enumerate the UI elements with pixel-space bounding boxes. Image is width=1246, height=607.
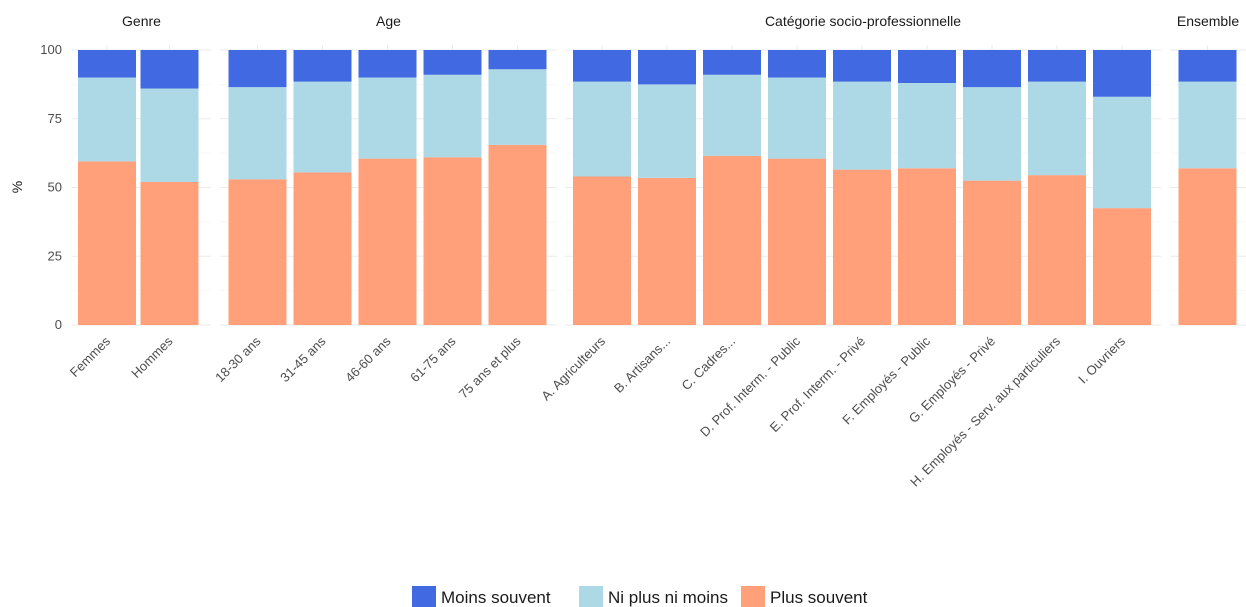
bar-segment — [228, 179, 287, 325]
x-tick-label: B. Artisans... — [611, 334, 673, 396]
y-tick-label: 0 — [55, 317, 62, 332]
bar-segment — [1178, 50, 1237, 82]
bar-segment — [78, 77, 136, 162]
bar-segment — [638, 84, 696, 178]
facet-title: Genre — [122, 13, 161, 29]
bar-segment — [293, 81, 352, 173]
bar-segment — [488, 144, 547, 325]
bar-segment — [573, 50, 631, 82]
bar-segment — [768, 158, 826, 325]
bar-segment — [78, 50, 136, 78]
bar-segment — [1028, 81, 1086, 176]
y-tick-label: 50 — [48, 180, 62, 195]
bar-segment — [898, 168, 956, 325]
bar-segment — [78, 161, 136, 325]
x-tick-label: C. Cadres... — [678, 334, 738, 394]
bar-segment — [1028, 50, 1086, 82]
y-tick-label: 100 — [40, 42, 62, 57]
bar-segment — [358, 158, 417, 325]
y-axis-label: % — [9, 181, 25, 193]
bar-segment — [898, 83, 956, 169]
bar-segment — [703, 74, 761, 156]
x-tick-label: 18-30 ans — [212, 333, 264, 385]
x-tick-label: Hommes — [128, 333, 176, 381]
bar-segment — [833, 50, 891, 82]
bar-segment — [140, 88, 199, 182]
bar-segment — [358, 50, 417, 78]
x-tick-label: 31-45 ans — [277, 333, 329, 385]
bar-segment — [768, 50, 826, 78]
bar-segment — [833, 169, 891, 325]
bar-segment — [573, 176, 631, 325]
bar-segment — [963, 180, 1021, 325]
bar-segment — [488, 50, 547, 70]
bar-segment — [703, 155, 761, 325]
bar-segment — [768, 77, 826, 159]
bar-segment — [638, 50, 696, 85]
bars-layer — [78, 50, 1237, 325]
bar-segment — [423, 74, 482, 158]
y-tick-label: 75 — [48, 111, 62, 126]
bar-segment — [1093, 96, 1151, 209]
x-tick-label: A. Agriculteurs — [538, 333, 608, 403]
bar-segment — [293, 50, 352, 82]
x-tick-label: I. Ouvriers — [1075, 333, 1128, 386]
bar-segment — [1028, 175, 1086, 325]
bar-segment — [963, 50, 1021, 88]
legend-label: Plus souvent — [770, 588, 868, 607]
legend: Moins souvent Ni plus ni moins Plus souven… — [412, 586, 868, 607]
bar-segment — [358, 77, 417, 159]
legend-swatch — [412, 586, 436, 607]
x-tick-label: 61-75 ans — [407, 333, 459, 385]
bar-segment — [703, 50, 761, 75]
x-tick-label: 75 ans et plus — [456, 333, 524, 401]
bar-segment — [423, 157, 482, 325]
bar-segment — [963, 87, 1021, 181]
bar-segment — [488, 69, 547, 145]
legend-label: Moins souvent — [441, 588, 551, 607]
bar-segment — [1093, 208, 1151, 325]
facet-title: Catégorie socio-professionnelle — [765, 13, 961, 29]
facet-title: Ensemble — [1177, 13, 1239, 29]
bar-segment — [423, 50, 482, 75]
x-tick-label: 46-60 ans — [342, 333, 394, 385]
bar-segment — [228, 50, 287, 88]
bar-segment — [638, 177, 696, 325]
facet-title: Age — [376, 13, 401, 29]
legend-label: Ni plus ni moins — [608, 588, 728, 607]
bar-segment — [1093, 50, 1151, 97]
bar-segment — [573, 81, 631, 177]
legend-swatch — [579, 586, 603, 607]
x-tick-label: Femmes — [67, 333, 114, 380]
bar-segment — [898, 50, 956, 83]
bar-segment — [1178, 168, 1237, 325]
legend-swatch — [741, 586, 765, 607]
bar-segment — [140, 50, 199, 89]
bar-segment — [1178, 81, 1237, 169]
y-tick-label: 25 — [48, 248, 62, 263]
bar-segment — [140, 182, 199, 325]
bar-segment — [293, 172, 352, 325]
bar-segment — [228, 87, 287, 180]
bar-segment — [833, 81, 891, 170]
